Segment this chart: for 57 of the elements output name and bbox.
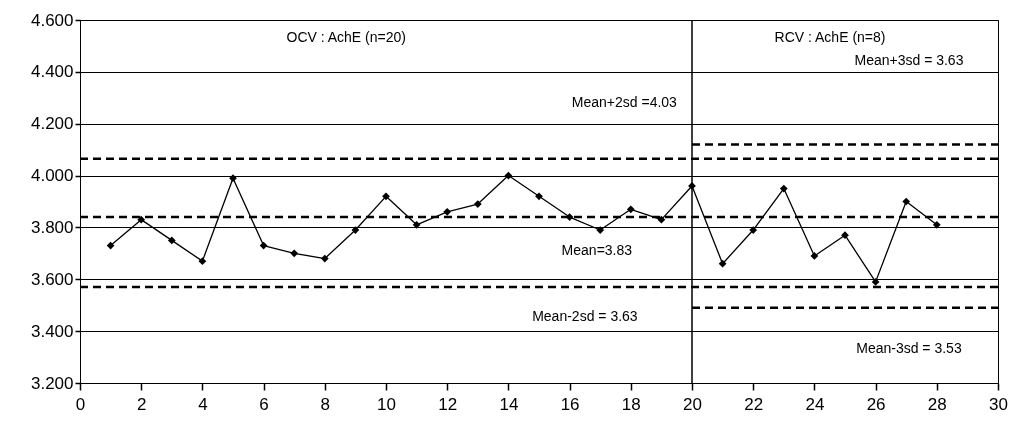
point [626, 205, 635, 214]
x-tick-label: 24 [805, 394, 825, 414]
point [596, 226, 605, 234]
annotation: Mean-3sd = 3.53 [856, 340, 962, 357]
point [351, 226, 360, 234]
point [473, 200, 482, 208]
x-tick-label: 16 [560, 394, 580, 414]
point [657, 215, 666, 224]
point [871, 278, 880, 286]
point [382, 192, 390, 201]
point [504, 171, 513, 180]
x-tick-label: 18 [621, 394, 641, 414]
y-tick-label: 4.400 [30, 62, 74, 82]
x-tick-label: 30 [989, 394, 1008, 414]
point [198, 257, 207, 266]
x-tick-label: 4 [198, 394, 208, 414]
point [320, 254, 329, 263]
y-tick-label: 3.400 [30, 321, 74, 341]
x-tick-label: 20 [683, 394, 702, 414]
x-tick-label: 26 [866, 394, 886, 414]
point [810, 252, 819, 260]
y-tick-label: 3.600 [30, 269, 74, 289]
annotation: Mean=3.83 [561, 241, 633, 258]
point [412, 220, 421, 229]
annotation: Mean+2sd =4.03 [571, 94, 678, 111]
point [902, 197, 911, 206]
annotation: RCV : AchE (n=8) [774, 29, 886, 46]
x-tick-label: 22 [744, 394, 764, 414]
x-tick-label: 2 [136, 394, 147, 414]
x-tick-label: 10 [377, 394, 396, 414]
point [841, 231, 849, 240]
x-tick-label: 6 [259, 394, 269, 414]
annotation: OCV : AchE (n=20) [286, 29, 406, 46]
point [718, 259, 727, 268]
annotation: Mean-2sd = 3.63 [532, 307, 638, 324]
point [779, 184, 788, 193]
x-tick-label: 14 [499, 394, 519, 414]
x-tick-label: 8 [320, 394, 331, 414]
point [106, 241, 115, 250]
point [443, 208, 452, 216]
point [290, 249, 299, 258]
point [259, 241, 268, 250]
y-tick-label: 4.200 [30, 114, 74, 134]
y-tick-label: 4.000 [30, 166, 74, 186]
x-tick-label: 12 [438, 394, 458, 414]
point [137, 215, 146, 224]
point [749, 226, 758, 234]
x-tick-label: 0 [75, 394, 86, 414]
point [535, 192, 543, 201]
point [229, 174, 237, 183]
annotation: Mean+3sd = 3.63 [854, 51, 964, 68]
point [932, 220, 941, 229]
y-tick-label: 3.800 [30, 217, 74, 237]
x-tick-label: 28 [927, 394, 947, 414]
point [167, 236, 176, 245]
y-tick-label: 3.200 [30, 373, 74, 393]
y-tick-label: 4.600 [30, 10, 74, 30]
